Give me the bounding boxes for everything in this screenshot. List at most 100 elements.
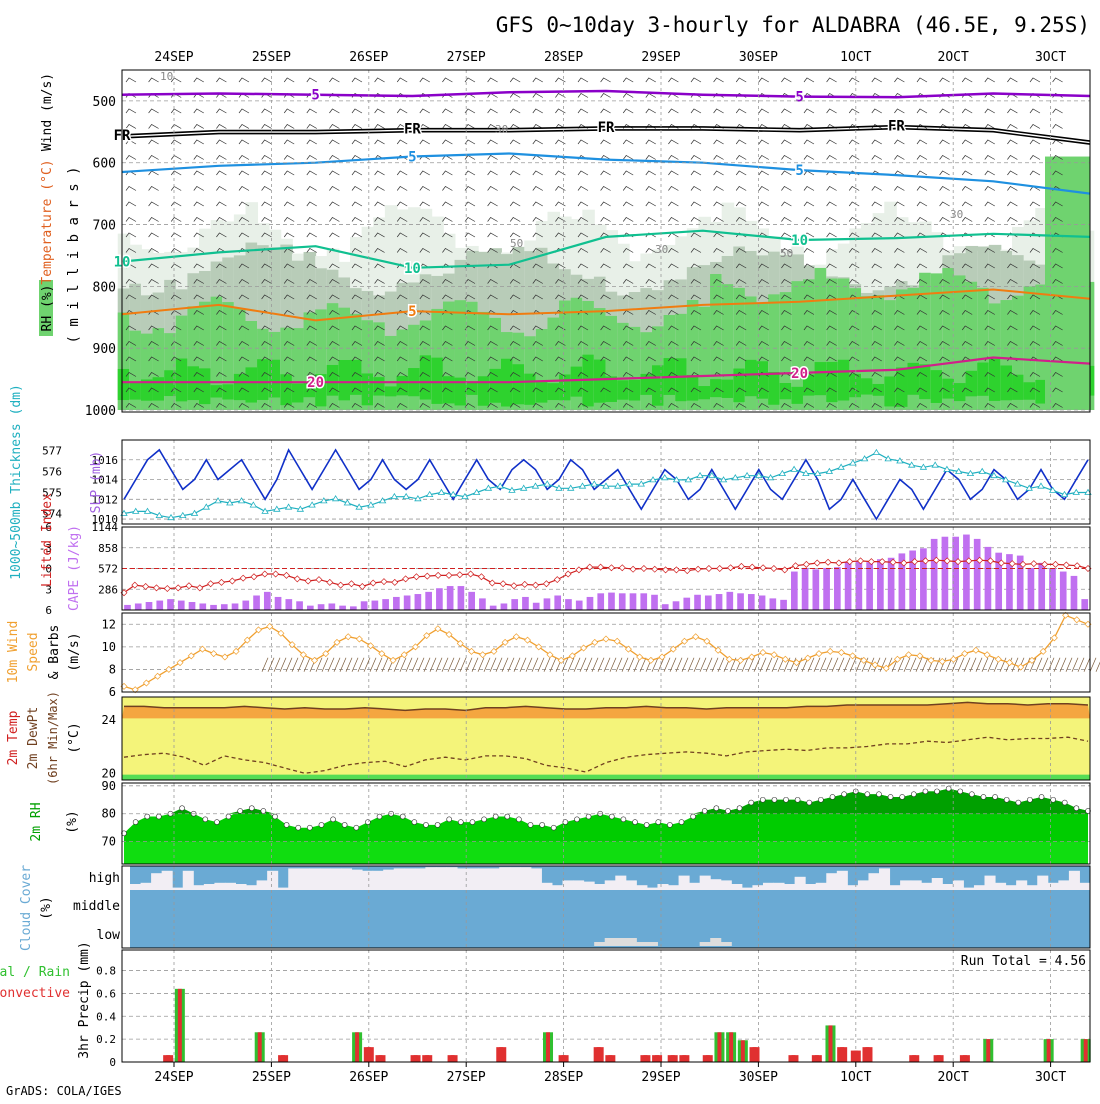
rh2m-marker [423, 822, 429, 828]
cloud-high-gap [805, 884, 817, 890]
wind-barb [668, 356, 679, 362]
rh-fill-70 [338, 360, 351, 401]
cloud-high-gap [404, 868, 416, 890]
wind-barb [555, 279, 566, 284]
wind-barb [622, 372, 634, 377]
wind-barb [487, 248, 498, 253]
wind-barb [1029, 139, 1041, 145]
cape-bar [350, 606, 357, 610]
wind-barb [1029, 248, 1041, 253]
wind-barb [329, 263, 340, 269]
li-marker [1062, 561, 1070, 569]
wind-barb [351, 263, 363, 269]
wind-tick-label: 6 [109, 685, 116, 699]
wind-barb [329, 341, 340, 346]
rh2m-marker [225, 813, 232, 820]
rh2m-marker [516, 816, 522, 823]
wind-barb [125, 232, 137, 238]
wind-barb [894, 372, 905, 377]
rh2m-marker [1061, 799, 1068, 806]
rh2m-marker [1003, 796, 1010, 803]
wind-barb [374, 372, 385, 377]
wind-speed-marker [266, 623, 274, 631]
cape-bar [1038, 562, 1046, 610]
rh-fill-70 [977, 362, 990, 396]
wind-barb [961, 201, 973, 207]
thickness-marker [402, 492, 410, 500]
wind-barb-10m [435, 657, 443, 672]
wind-barb-10m [957, 657, 965, 672]
wind-barb [487, 124, 498, 129]
wind-speed-marker [355, 635, 363, 643]
wind-barb [532, 279, 543, 284]
wind-speed-marker [423, 632, 431, 640]
wind-barb [419, 217, 430, 222]
wind-barb-10m [687, 657, 695, 672]
cloud-high-gap [235, 884, 247, 890]
wind-barb [283, 186, 295, 191]
wind-barb [329, 310, 340, 315]
thickness-marker [531, 482, 540, 489]
li-marker [196, 584, 204, 592]
wind-barb [826, 217, 837, 222]
wind-barb [1029, 403, 1041, 408]
wind-barb [1007, 310, 1018, 315]
wind-barb [351, 341, 363, 346]
wind-barb [645, 248, 656, 253]
wind-barb [306, 155, 317, 160]
cloud-level-label: high [89, 871, 120, 886]
wind-barb [170, 170, 182, 176]
cloud-high-gap [425, 867, 437, 890]
wind-barb [216, 77, 227, 83]
wind-barb-10m [639, 657, 647, 672]
wind-barb [826, 201, 837, 207]
wind-barb [374, 248, 385, 253]
li-marker [607, 564, 615, 572]
wind-barb [894, 341, 905, 346]
cloud-high-gap [889, 885, 901, 890]
wind-barb [803, 387, 815, 393]
wind-barb [487, 108, 498, 114]
li-marker [857, 557, 865, 565]
cloud-high-gap [383, 869, 395, 890]
wind-barb [306, 232, 317, 238]
li-marker [412, 573, 420, 581]
date-label-top: 25SEP [252, 50, 291, 65]
cape-bar [780, 599, 787, 610]
precip-conv-bar [828, 1025, 833, 1062]
rh-fill-70 [152, 377, 166, 401]
wind-barb [758, 263, 769, 269]
wind-barb [464, 341, 476, 346]
cloud-low-bar [646, 942, 658, 946]
wind-barb [125, 108, 137, 114]
wind-barb [826, 108, 837, 114]
wind-barb [1029, 387, 1041, 393]
date-label-top: 27SEP [447, 50, 486, 65]
wind-barb [690, 108, 702, 114]
wind-barb-10m [1089, 657, 1097, 672]
wind-barb [532, 139, 543, 145]
wind-barb [803, 155, 815, 160]
wind-barb [713, 155, 724, 160]
wind-barb [306, 77, 317, 83]
cape-bar [446, 586, 454, 610]
wind-barb [487, 77, 498, 83]
wind-barb [713, 279, 724, 284]
wind-barb [622, 279, 634, 284]
wind-barb [758, 186, 769, 191]
cloud-frame [121, 865, 1091, 949]
wind-barb-10m [825, 657, 833, 672]
pressure-tick-label: 500 [93, 95, 116, 110]
rh2m-marker [469, 819, 476, 825]
cloud-high-gap [857, 880, 869, 890]
rh2m-tick-label: 80 [102, 807, 116, 821]
cloud-low-bar [615, 938, 627, 946]
wind-barb [1029, 310, 1041, 315]
wind-barb [894, 186, 905, 191]
wind-barb [283, 217, 295, 222]
rh2m-marker [562, 819, 569, 825]
precip-conv-bar [281, 1055, 286, 1062]
wind-barb [803, 294, 815, 300]
li-marker [337, 581, 345, 589]
cloud-high-gap [520, 867, 532, 890]
